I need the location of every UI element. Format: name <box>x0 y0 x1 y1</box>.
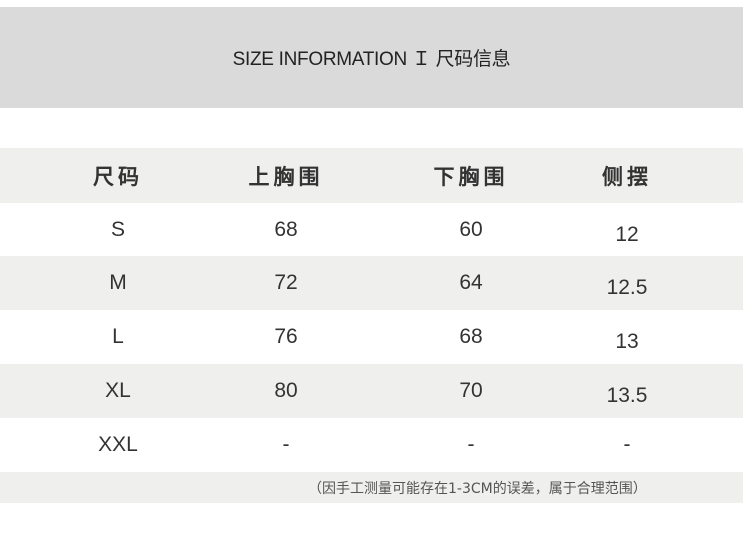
cell-side-length: - <box>623 433 631 456</box>
cell-size: XXL <box>98 433 138 456</box>
page-title: SIZE INFORMATION Ｉ 尺码信息 <box>232 49 511 70</box>
cell-upper-bust: 76 <box>274 325 298 348</box>
cell-side-length: 13 <box>615 330 639 353</box>
table-row: XXL - - - <box>0 418 743 472</box>
cell-side-length: 13.5 <box>606 384 648 407</box>
cell-under-bust: 70 <box>459 379 483 402</box>
table-row: L 76 68 13 <box>0 310 743 364</box>
cell-upper-bust: 80 <box>274 379 298 402</box>
table-row: S 68 60 12 <box>0 203 743 256</box>
cell-under-bust: 64 <box>459 271 483 294</box>
cell-under-bust: 68 <box>459 325 483 348</box>
table-row: M 72 64 12.5 <box>0 256 743 310</box>
cell-under-bust: - <box>467 433 475 456</box>
header-size: 尺码 <box>93 165 143 189</box>
table-row: XL 80 70 13.5 <box>0 364 743 418</box>
header-under-bust: 下胸围 <box>433 165 509 189</box>
cell-size: S <box>110 217 125 241</box>
measurement-note: （因手工测量可能存在1-3CM的误差，属于合理范围） <box>308 481 647 497</box>
cell-upper-bust: - <box>282 433 290 456</box>
title-banner: SIZE INFORMATION Ｉ 尺码信息 <box>0 7 743 108</box>
cell-size: XL <box>105 379 131 402</box>
cell-size: M <box>109 271 127 294</box>
cell-under-bust: 60 <box>459 217 483 241</box>
cell-side-length: 12.5 <box>606 276 648 299</box>
header-upper-bust: 上胸围 <box>248 165 324 189</box>
cell-upper-bust: 68 <box>274 217 298 241</box>
header-side-length: 侧摆 <box>602 165 652 189</box>
cell-side-length: 12 <box>615 222 639 246</box>
cell-upper-bust: 72 <box>274 271 298 294</box>
measurement-note-row: （因手工测量可能存在1-3CM的误差，属于合理范围） <box>0 472 743 503</box>
cell-size: L <box>112 325 124 348</box>
table-header: 尺码 上胸围 下胸围 侧摆 <box>0 148 743 203</box>
